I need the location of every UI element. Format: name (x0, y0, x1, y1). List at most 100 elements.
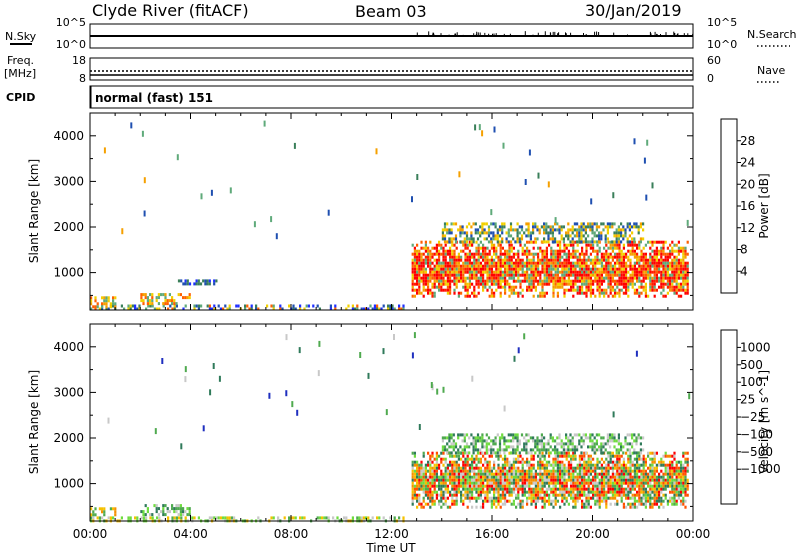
data-cell (545, 279, 548, 283)
data-cell (605, 469, 608, 473)
data-cell (184, 282, 187, 286)
data-cell (173, 510, 176, 514)
data-cell (662, 258, 665, 262)
data-cell (179, 293, 182, 297)
data-cell (611, 475, 614, 479)
data-cell (647, 478, 650, 482)
data-cell (596, 472, 599, 476)
data-cell (416, 252, 419, 256)
data-cell (515, 270, 518, 274)
data-cell (444, 472, 447, 476)
data-cell (541, 279, 544, 283)
data-cell (609, 279, 612, 283)
data-cell (454, 445, 458, 449)
data-cell (556, 228, 559, 232)
data-cell (567, 267, 570, 271)
data-cell (653, 493, 656, 497)
data-cell (387, 307, 390, 311)
data-cell (614, 472, 617, 476)
data-cell (518, 231, 521, 235)
data-cell (552, 276, 555, 280)
data-cell (413, 487, 416, 491)
data-cell (164, 513, 167, 517)
data-cell (123, 307, 126, 311)
data-cell (517, 255, 520, 259)
data-cell (655, 493, 658, 497)
sparse-echo (490, 209, 493, 216)
data-cell (677, 475, 680, 479)
data-cell (327, 516, 330, 520)
data-cell (614, 454, 617, 458)
data-cell (171, 507, 174, 511)
data-cell (444, 490, 447, 494)
data-cell (539, 249, 542, 253)
data-cell (664, 466, 667, 470)
data-cell (479, 261, 482, 265)
data-cell (578, 439, 581, 443)
data-cell (559, 282, 562, 286)
data-cell (463, 237, 466, 241)
data-cell (653, 499, 656, 503)
data-cell (627, 490, 630, 494)
data-cell (475, 505, 478, 509)
data-cell (662, 252, 665, 256)
data-cell (464, 478, 467, 482)
data-cell (559, 264, 562, 268)
data-cell (149, 516, 152, 520)
data-cell (316, 516, 319, 520)
data-cell (686, 285, 689, 289)
data-cell (616, 285, 619, 289)
data-cell (471, 255, 474, 259)
data-cell (640, 264, 643, 268)
data-cell (504, 285, 507, 289)
data-cell (660, 291, 663, 295)
data-cell (605, 255, 608, 259)
data-cell (598, 270, 601, 274)
data-cell (450, 436, 453, 440)
data-cell (649, 276, 652, 280)
data-cell (464, 496, 467, 500)
data-cell (512, 502, 515, 506)
data-cell (167, 307, 170, 311)
data-cell (556, 481, 559, 485)
data-cell (609, 475, 612, 479)
data-cell (625, 276, 628, 280)
data-cell (499, 475, 502, 479)
data-cell (453, 249, 456, 253)
data-cell (594, 469, 597, 473)
data-cell (609, 222, 612, 226)
data-cell (574, 270, 577, 274)
data-cell (567, 258, 570, 262)
data-cell (600, 282, 603, 286)
data-cell (620, 472, 623, 476)
data-cell (615, 234, 618, 238)
data-cell (455, 282, 458, 286)
data-cell (638, 466, 641, 470)
data-cell (418, 469, 421, 473)
data-cell (582, 240, 585, 244)
data-cell (647, 258, 650, 262)
data-cell (527, 451, 530, 455)
data-cell (598, 240, 601, 244)
data-cell (101, 510, 104, 514)
data-cell (653, 240, 656, 244)
data-cell (567, 249, 570, 253)
colorbar-tick-label: −100 (740, 427, 773, 441)
data-cell (444, 475, 447, 479)
data-cell (587, 273, 590, 277)
data-cell (686, 264, 689, 268)
data-cell (455, 264, 458, 268)
data-cell (523, 493, 526, 497)
data-cell (534, 490, 537, 494)
data-cell (592, 469, 595, 473)
data-cell (446, 442, 449, 446)
ytick-label: 2000 (53, 220, 84, 234)
data-cell (545, 240, 548, 244)
data-cell (146, 507, 149, 511)
data-cell (435, 249, 438, 253)
data-cell (660, 240, 663, 244)
data-cell (440, 469, 443, 473)
data-cell (435, 261, 438, 265)
data-cell (459, 225, 462, 229)
data-cell (490, 439, 493, 443)
